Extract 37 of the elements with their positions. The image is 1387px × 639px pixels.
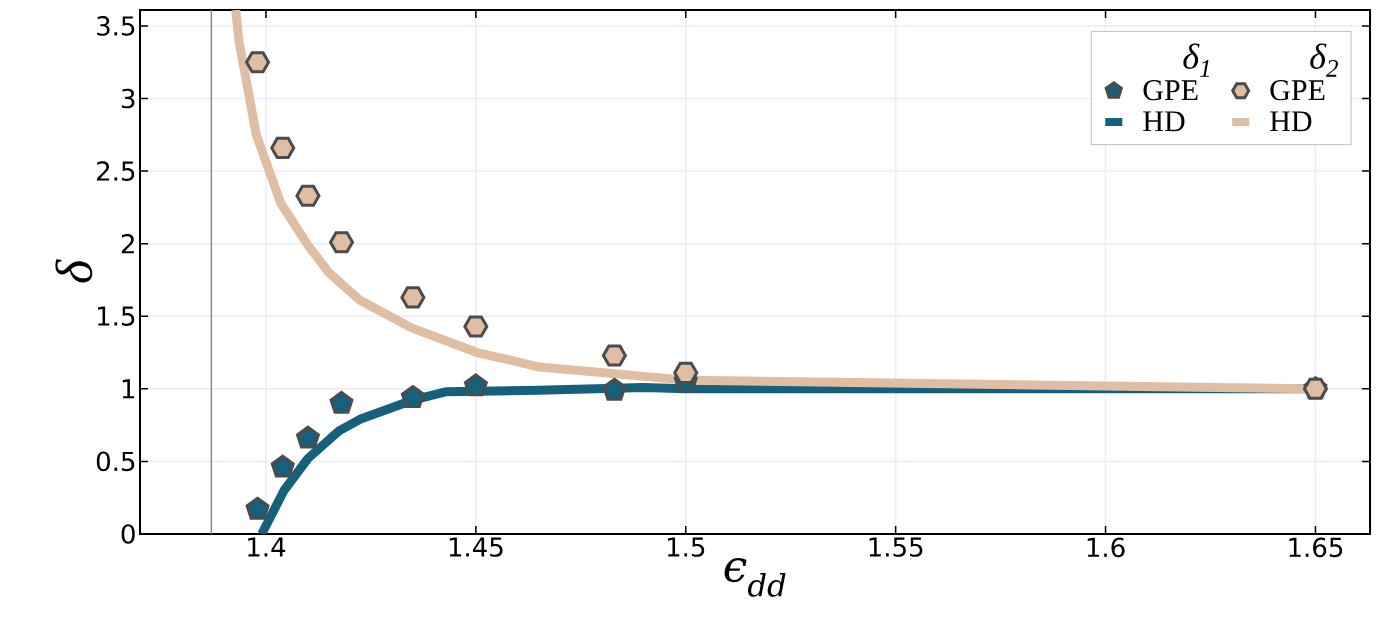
point — [400, 385, 425, 408]
y-tick-label: 0.5 — [96, 451, 135, 472]
y-axis-title: δ — [55, 259, 93, 283]
point — [329, 231, 355, 254]
y-tick-label: 2.5 — [97, 161, 135, 181]
point — [245, 51, 271, 74]
x-axis-title: ϵ$_{dd}$ — [724, 558, 786, 597]
x-tick-label: 1.5 — [667, 537, 705, 557]
annotation: δ$_{2}$ — [1310, 43, 1339, 77]
point — [601, 344, 627, 367]
x-tick-label: 1.4 — [248, 537, 286, 557]
point — [295, 425, 320, 449]
x-tick-label: 1.45 — [449, 537, 503, 557]
y-tick-label: 0 — [121, 524, 135, 544]
point — [400, 286, 426, 309]
point — [270, 136, 296, 159]
y-tick-label: 2 — [121, 234, 134, 254]
y-tick-label: 3.5 — [97, 16, 135, 36]
point — [295, 184, 321, 207]
point — [329, 390, 354, 414]
point — [463, 315, 489, 338]
y-tick-label: 1.5 — [97, 306, 135, 326]
x-tick-label: 1.55 — [869, 537, 923, 557]
point — [463, 373, 488, 397]
x-tick-label: 1.65 — [1289, 537, 1343, 558]
legend-label: GPE — [1143, 80, 1198, 101]
annotation: δ$_{1}$ — [1183, 43, 1209, 77]
point — [270, 454, 295, 478]
y-tick-label: 3 — [121, 88, 135, 109]
legend-label: GPE — [1270, 80, 1325, 101]
y-tick-label: 1 — [122, 379, 135, 399]
x-tick-label: 1.6 — [1087, 537, 1125, 558]
point — [602, 377, 627, 401]
legend-label: HD — [1143, 111, 1185, 132]
point — [673, 361, 699, 384]
point — [245, 496, 270, 520]
legend-label: HD — [1270, 111, 1312, 132]
